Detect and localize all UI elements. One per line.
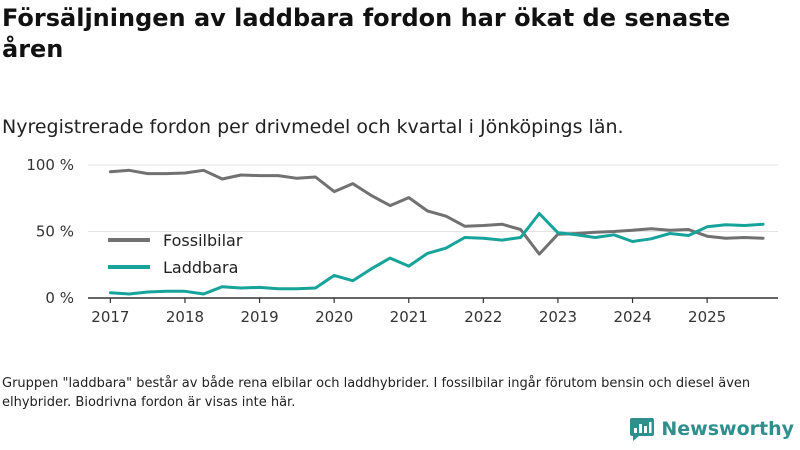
y-tick-label: 0 % [45, 289, 74, 307]
x-tick-label: 2020 [315, 308, 353, 325]
x-tick-label: 2025 [688, 308, 726, 325]
x-tick-label: 2023 [539, 308, 577, 325]
newsworthy-logo-icon [630, 418, 655, 441]
series-line-laddbara [108, 212, 765, 296]
newsworthy-brand[interactable]: Newsworthy [629, 416, 794, 442]
footnote: Gruppen "laddbara" består av både rena e… [2, 376, 751, 410]
legend-label-laddbara: Laddbara [163, 258, 238, 277]
x-tick-label: 2021 [390, 308, 428, 325]
chart-title: Försäljningen av laddbara fordon har öka… [2, 4, 731, 63]
series-line-fossilbilar [108, 168, 765, 256]
x-axis: 2017 2018 2019 2020 2021 2022 2023 2024 2025 [88, 297, 778, 325]
brand-name: Newsworthy [661, 418, 794, 440]
chart-subtitle: Nyregistrerade fordon per drivmedel och … [2, 116, 624, 138]
line-chart: 0 % 50 % 100 % 2017 2018 2019 2020 2021 2022 202… [26, 156, 778, 325]
series-lines [108, 168, 765, 296]
x-tick-label: 2018 [166, 308, 204, 325]
y-tick-label: 50 % [36, 223, 74, 241]
x-tick-label: 2022 [464, 308, 502, 325]
gridlines: 0 % 50 % 100 % [26, 156, 778, 307]
legend: Fossilbilar Laddbara [108, 231, 243, 277]
x-tick-label: 2019 [240, 308, 278, 325]
y-tick-label: 100 % [26, 156, 74, 174]
x-tick-label: 2024 [613, 308, 651, 325]
x-tick-label: 2017 [91, 308, 129, 325]
legend-label-fossilbilar: Fossilbilar [163, 231, 243, 250]
